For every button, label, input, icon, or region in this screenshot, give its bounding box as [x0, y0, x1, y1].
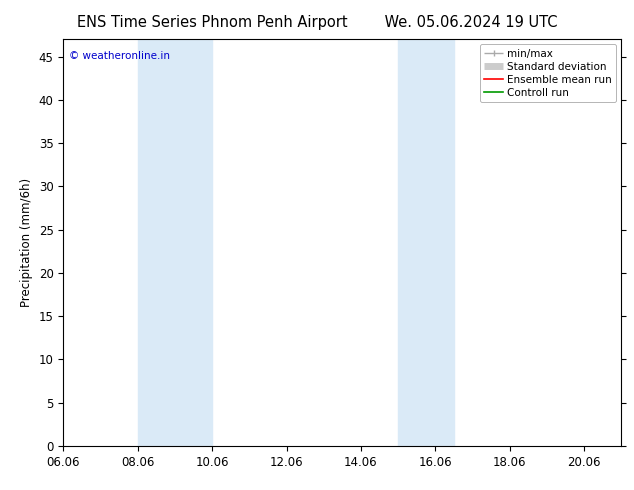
- Text: ENS Time Series Phnom Penh Airport        We. 05.06.2024 19 UTC: ENS Time Series Phnom Penh Airport We. 0…: [77, 15, 557, 30]
- Bar: [138, 39, 212, 446]
- Bar: [398, 39, 454, 446]
- Text: © weatheronline.in: © weatheronline.in: [69, 51, 170, 61]
- Y-axis label: Precipitation (mm/6h): Precipitation (mm/6h): [20, 178, 33, 307]
- Legend: min/max, Standard deviation, Ensemble mean run, Controll run: min/max, Standard deviation, Ensemble me…: [480, 45, 616, 102]
